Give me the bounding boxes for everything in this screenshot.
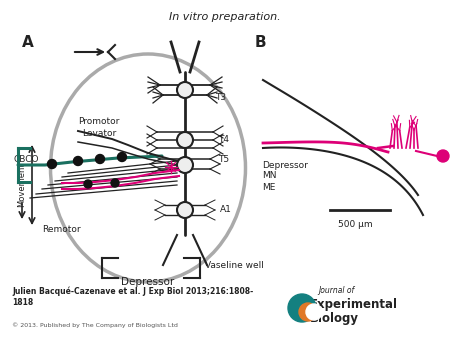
- Text: T5: T5: [218, 155, 229, 165]
- Text: T3: T3: [215, 94, 226, 102]
- Circle shape: [177, 82, 193, 98]
- Circle shape: [95, 154, 104, 164]
- Text: © 2013. Published by The Company of Biologists Ltd: © 2013. Published by The Company of Biol…: [12, 322, 178, 328]
- Circle shape: [177, 157, 193, 173]
- Circle shape: [437, 150, 449, 162]
- Text: 500 μm: 500 μm: [338, 220, 372, 229]
- Circle shape: [73, 156, 82, 166]
- Circle shape: [299, 303, 317, 321]
- Circle shape: [177, 132, 193, 148]
- Text: Promotor: Promotor: [78, 118, 119, 126]
- Text: Movement: Movement: [18, 163, 27, 207]
- Text: CBCO: CBCO: [14, 155, 40, 165]
- Text: Experimental: Experimental: [310, 298, 398, 311]
- Text: Depressor: Depressor: [262, 161, 308, 169]
- Circle shape: [117, 152, 126, 162]
- Circle shape: [84, 180, 92, 188]
- Circle shape: [48, 160, 57, 169]
- Text: Julien Bacqué-Cazenave et al. J Exp Biol 2013;216:1808-
1818: Julien Bacqué-Cazenave et al. J Exp Biol…: [12, 287, 253, 307]
- Text: Remotor: Remotor: [42, 225, 81, 235]
- Text: T4: T4: [218, 136, 229, 145]
- Text: Levator: Levator: [82, 129, 116, 139]
- Text: A: A: [22, 35, 34, 50]
- Text: In vitro preparation.: In vitro preparation.: [169, 12, 281, 22]
- Text: Journal of: Journal of: [318, 286, 354, 295]
- Circle shape: [306, 304, 322, 320]
- Text: Biology: Biology: [310, 312, 359, 325]
- Circle shape: [111, 179, 119, 187]
- Text: MN: MN: [262, 171, 276, 180]
- Text: Depressor: Depressor: [122, 277, 175, 287]
- Text: ME: ME: [262, 183, 275, 192]
- Text: A1: A1: [220, 206, 232, 215]
- Text: Vaseline well: Vaseline well: [205, 262, 264, 270]
- Text: B: B: [255, 35, 266, 50]
- Circle shape: [288, 294, 316, 322]
- Circle shape: [177, 202, 193, 218]
